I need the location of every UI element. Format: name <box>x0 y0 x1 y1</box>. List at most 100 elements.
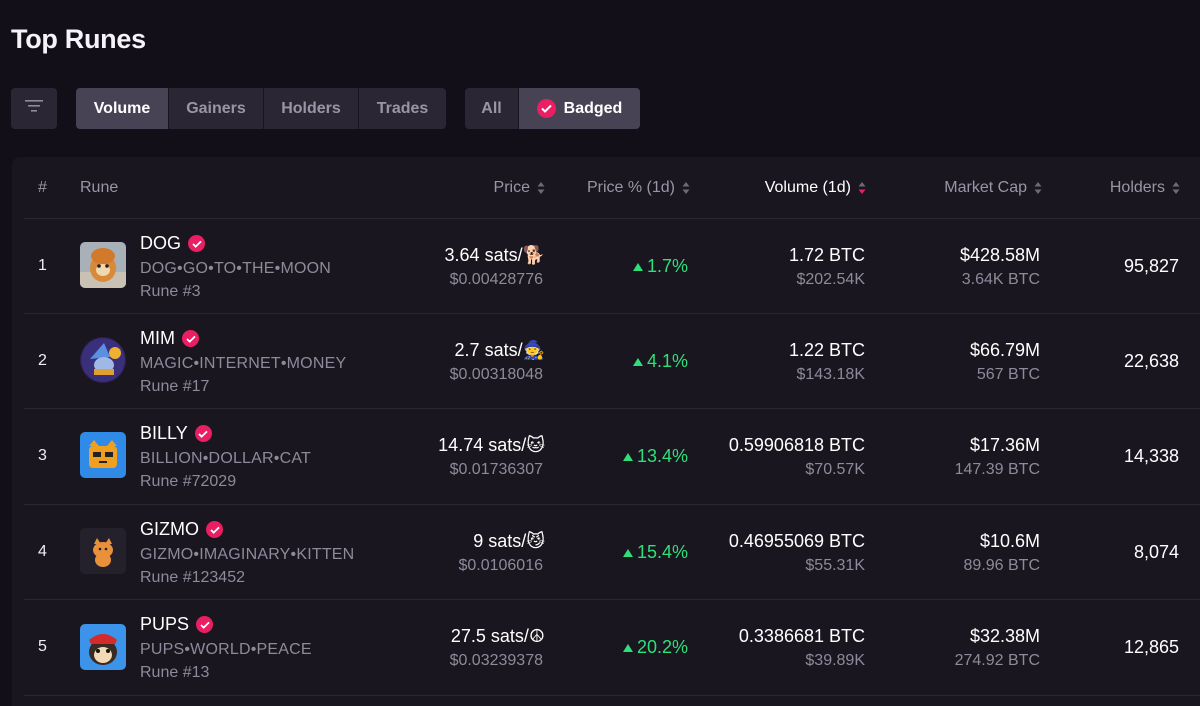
market-cap-usd: $32.38M <box>969 626 1040 646</box>
volume-usd: $70.57K <box>805 461 865 478</box>
table-row[interactable]: 4 GIZMO GIZMO•IMAGINARY•KITTEN Rune #123… <box>0 505 1200 600</box>
row-rank: 1 <box>38 257 47 274</box>
row-rank: 5 <box>38 638 47 655</box>
market-cap-btc: 567 BTC <box>976 366 1040 383</box>
market-cap-btc: 147.39 BTC <box>954 461 1040 478</box>
rune-name[interactable]: MIM <box>140 328 199 349</box>
tab-trades[interactable]: Trades <box>359 88 446 129</box>
sort-desc-icon <box>858 181 866 195</box>
price-usd: $0.00318048 <box>449 366 543 383</box>
price-sats: 2.7 sats/🧙 <box>454 340 545 360</box>
tab-holders[interactable]: Holders <box>264 88 359 129</box>
holders-count: 12,865 <box>1123 637 1179 657</box>
market-cap-btc: 3.64K BTC <box>961 271 1040 288</box>
scope-all-button[interactable]: All <box>465 88 519 129</box>
rune-number: Rune #17 <box>140 378 210 395</box>
verified-badge-icon <box>196 616 214 633</box>
price-sats: 27.5 sats/☮ <box>450 626 545 646</box>
tab-volume[interactable]: Volume <box>76 88 169 129</box>
table-row[interactable]: 3 BILLY BILLION•DOLLAR•CAT Rune #72029 1… <box>0 409 1200 504</box>
rune-logo-billy <box>80 432 126 478</box>
filter-icon <box>25 99 43 118</box>
rune-name-label: PUPS <box>140 614 190 634</box>
price-sats: 14.74 sats/🐱 <box>438 435 545 455</box>
market-cap-usd: $17.36M <box>969 435 1040 455</box>
scope-tabs: All Badged <box>465 88 640 129</box>
volume-btc: 0.3386681 BTC <box>738 626 865 646</box>
column-header-volume[interactable]: Volume (1d) <box>765 179 866 197</box>
row-rank: 4 <box>38 543 47 560</box>
up-triangle-icon <box>632 262 643 271</box>
verified-badge-icon <box>188 235 206 252</box>
price-change: 13.4% <box>622 446 688 467</box>
price-usd: $0.00428776 <box>449 271 543 288</box>
price-change-value: 4.1% <box>646 351 688 371</box>
holders-count: 22,638 <box>1123 351 1179 371</box>
column-header-price[interactable]: Price <box>494 179 545 197</box>
scope-badged-label: Badged <box>563 99 623 117</box>
rune-name[interactable]: PUPS <box>140 614 214 635</box>
row-divider <box>24 695 1200 696</box>
row-rank: 2 <box>38 352 47 369</box>
verified-badge-icon <box>182 330 199 347</box>
up-triangle-icon <box>622 643 633 652</box>
volume-btc: 0.59906818 BTC <box>728 435 865 455</box>
holders-count: 95,827 <box>1123 256 1179 276</box>
rune-name[interactable]: DOG <box>140 233 206 254</box>
price-change-value: 20.2% <box>636 637 688 657</box>
up-triangle-icon <box>632 357 643 366</box>
row-divider <box>24 504 1200 505</box>
volume-usd: $39.89K <box>805 652 865 669</box>
volume-btc: 1.72 BTC <box>788 245 865 265</box>
column-header-rank: # <box>38 179 47 196</box>
price-change: 20.2% <box>622 637 688 658</box>
price-usd: $0.03239378 <box>449 652 543 669</box>
volume-btc: 1.22 BTC <box>788 340 865 360</box>
rune-spaced-name: MAGIC•INTERNET•MONEY <box>140 355 347 372</box>
column-header-holders-label: Holders <box>1109 179 1165 196</box>
tab-gainers[interactable]: Gainers <box>169 88 264 129</box>
column-header-holders[interactable]: Holders <box>1110 179 1180 197</box>
column-header-volume-label: Volume (1d) <box>764 179 851 196</box>
rune-name[interactable]: BILLY <box>140 423 212 444</box>
verified-badge-icon <box>194 425 212 442</box>
price-change-value: 1.7% <box>646 256 688 276</box>
scope-badged-button[interactable]: Badged <box>519 88 640 129</box>
holders-count: 14,338 <box>1123 446 1179 466</box>
rune-logo-pups <box>80 624 126 670</box>
column-header-rune: Rune <box>80 179 119 196</box>
check-badge-icon <box>536 99 556 118</box>
volume-usd: $202.54K <box>796 271 865 288</box>
row-divider <box>24 218 1200 219</box>
column-header-market-cap-label: Market Cap <box>944 179 1027 196</box>
price-change: 15.4% <box>622 542 688 563</box>
column-header-market-cap[interactable]: Market Cap <box>944 179 1042 197</box>
row-divider <box>24 313 1200 314</box>
rune-name[interactable]: GIZMO <box>140 519 223 540</box>
filter-button[interactable] <box>11 88 57 129</box>
rune-logo-mim <box>80 337 126 383</box>
price-change: 4.1% <box>632 351 688 372</box>
verified-badge-icon <box>206 521 223 538</box>
volume-usd: $55.31K <box>805 557 865 574</box>
table-row[interactable]: 2 MIM MAGIC•INTERNET•MONEY Rune #17 2.7 … <box>0 314 1200 409</box>
price-usd: $0.0106016 <box>458 557 543 574</box>
price-usd: $0.01736307 <box>449 461 543 478</box>
rune-name-label: DOG <box>140 233 182 253</box>
column-header-price-change[interactable]: Price % (1d) <box>587 179 690 197</box>
rune-number: Rune #123452 <box>140 569 245 586</box>
rune-number: Rune #13 <box>140 664 210 681</box>
sort-arrows-icon <box>1172 181 1180 195</box>
rune-number: Rune #3 <box>140 283 201 300</box>
rune-name-label: GIZMO <box>140 519 199 539</box>
sort-tabs: Volume Gainers Holders Trades <box>76 88 446 129</box>
holders-count: 8,074 <box>1133 542 1179 562</box>
rune-spaced-name: BILLION•DOLLAR•CAT <box>140 450 311 467</box>
market-cap-usd: $66.79M <box>969 340 1040 360</box>
price-sats: 9 sats/😼 <box>473 531 545 551</box>
price-change: 1.7% <box>632 256 688 277</box>
table-row[interactable]: 1 DOG DOG•GO•TO•THE•MOON Rune #3 3.64 sa… <box>0 219 1200 314</box>
market-cap-usd: $10.6M <box>979 531 1040 551</box>
table-row[interactable]: 5 PUPS PUPS•WORLD•PEACE Rune #13 27.5 sa… <box>0 600 1200 695</box>
market-cap-btc: 89.96 BTC <box>963 557 1040 574</box>
